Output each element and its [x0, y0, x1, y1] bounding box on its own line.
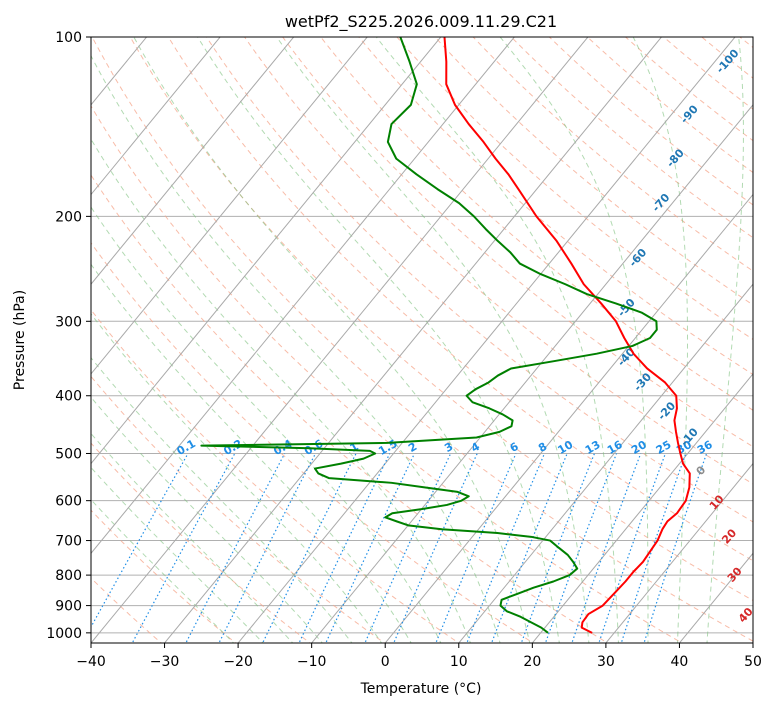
temperature-profile-line [443, 37, 691, 634]
isotherm-line [91, 37, 295, 285]
dry-adiabat-line [396, 37, 753, 340]
dry-adiabat-line [91, 37, 753, 642]
mixing-ratio-line [298, 453, 391, 643]
moist-adiabat-line [91, 466, 264, 643]
axes-layer: −40 −30 −20 −10 0 10 20 30 40 50 100 200 300 400 500 60… [46, 30, 762, 670]
y-tick-label: 600 [55, 494, 82, 510]
x-tick-label: 30 [597, 654, 615, 670]
plot-frame [90, 36, 754, 644]
isotherm-line [458, 283, 753, 643]
moist-adiabat-line [91, 396, 323, 643]
dry-adiabat-line [167, 37, 753, 562]
isotherm-line [91, 37, 589, 643]
mixing-ratio-layer [91, 453, 708, 643]
x-tick-label: 0 [381, 654, 390, 670]
dewpoint-profile-line [200, 37, 658, 634]
moist-adiabat-line [91, 356, 353, 643]
dry-adiabat-line [282, 37, 753, 448]
profile-layer [200, 37, 691, 634]
y-tick-label: 200 [55, 209, 82, 225]
y-tick-label: 700 [55, 534, 82, 550]
mixing-ratio-line [131, 453, 236, 643]
moist-adiabat-line [91, 54, 501, 643]
dry-adiabat-line [129, 37, 753, 602]
y-tick-label: 100 [55, 30, 82, 46]
isotherm-line [91, 37, 368, 375]
mixing-ratio-line [490, 453, 568, 643]
dry-adiabat-line [91, 577, 163, 643]
dry-adiabat-line [91, 375, 386, 643]
moist-adiabat-line [499, 37, 649, 643]
moist-adiabat-line [375, 37, 619, 643]
dry-adiabat-line [320, 37, 753, 411]
chart-title: wetPf2_S225.2026.009.11.29.C21 [285, 12, 557, 32]
x-tick-label: 10 [450, 654, 468, 670]
dry-adiabat-line [91, 174, 609, 643]
y-tick-label: 400 [55, 389, 82, 405]
dry-adiabat-line [91, 309, 460, 643]
isotherm-line [237, 37, 736, 643]
moist-adiabat-line [197, 37, 560, 643]
y-tick-label: 300 [55, 314, 82, 330]
moist-adiabat-line [706, 37, 744, 643]
dry-adiabat-line [205, 37, 753, 523]
mixing-ratio-line [620, 453, 687, 643]
moist-adiabat-line [632, 37, 688, 643]
moist-adiabat-line [91, 206, 442, 643]
moist-adiabat-line [91, 138, 472, 643]
x-tick-label: 40 [671, 654, 689, 670]
y-tick-label: 800 [55, 568, 82, 584]
x-tick-label: −30 [150, 654, 180, 670]
x-axis-title: Temperature (°C) [360, 681, 482, 697]
isotherm-line [531, 373, 753, 643]
mixing-ratio-line [185, 453, 286, 643]
dry-adiabat-line [91, 509, 237, 643]
isotherm-line [91, 37, 516, 555]
grid-layer [91, 37, 753, 634]
dry-adiabat-line [91, 242, 535, 643]
x-tick-label: −40 [76, 654, 106, 670]
y-tick-label: 500 [55, 446, 82, 462]
isotherm-layer [91, 37, 753, 643]
x-tick-label: −20 [223, 654, 253, 670]
x-tick-label: 20 [523, 654, 541, 670]
mixing-ratio-line [598, 453, 666, 643]
moist-adiabat-line [91, 432, 294, 643]
dry-adiabat-line [91, 105, 683, 643]
mixing-ratio-line [571, 453, 642, 643]
mixing-ratio-line [466, 453, 546, 643]
x-tick-label: 50 [744, 654, 762, 670]
adiabat-layer [91, 37, 753, 643]
isotherm-line [91, 37, 221, 196]
mixing-ratio-line [544, 453, 618, 643]
mixing-ratio-line [643, 453, 708, 643]
isotherm-line [311, 104, 753, 643]
moist-adiabat-line [276, 37, 590, 643]
y-tick-label: 900 [55, 599, 82, 615]
isotherm-line [91, 37, 442, 465]
mixing-ratio-line [435, 453, 517, 643]
x-tick-label: −10 [297, 654, 327, 670]
isotherm-line [384, 193, 753, 643]
y-tick-label: 1000 [46, 626, 82, 642]
isotherm-line [163, 37, 663, 643]
dry-adiabat-line [91, 442, 311, 643]
mixing-ratio-line [262, 453, 357, 643]
y-axis-title: Pressure (hPa) [12, 290, 28, 390]
moist-adiabat-line [133, 37, 531, 643]
isotherm-line [605, 462, 753, 643]
